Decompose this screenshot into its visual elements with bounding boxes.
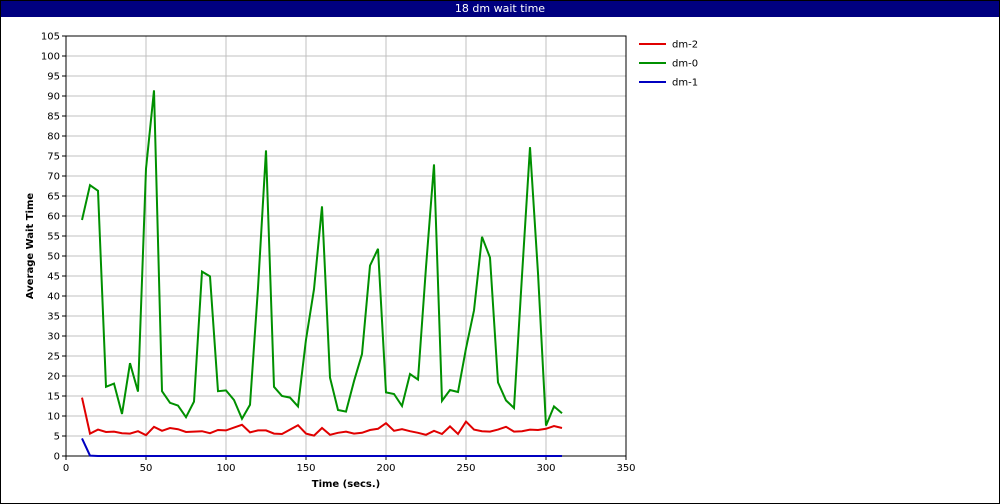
- plot-area: [65, 35, 627, 457]
- series-line-dm-2: [81, 397, 563, 437]
- y-tick-label: 95: [47, 72, 60, 83]
- y-tick-label: 65: [47, 192, 60, 203]
- y-tick-label: 90: [47, 92, 60, 103]
- y-tick-label: 45: [47, 272, 60, 283]
- legend-label-dm-2: dm-2: [672, 40, 698, 51]
- y-tick-label: 40: [47, 292, 60, 303]
- axis-ticks: 0 50 100 150 200 250 300 350 0 5 10 15 20 25 30 35 40 45 5…: [41, 32, 636, 475]
- y-tick-label: 10: [47, 412, 60, 423]
- y-axis-label: Average Wait Time: [25, 193, 36, 300]
- y-tick-label: 85: [47, 112, 60, 123]
- y-tick-label: 30: [47, 332, 60, 343]
- x-axis-label: Time (secs.): [312, 479, 381, 490]
- grid: [65, 35, 627, 457]
- legend-label-dm-1: dm-1: [672, 78, 698, 89]
- y-tick-label: 20: [47, 372, 60, 383]
- y-tick-label: 15: [47, 392, 60, 403]
- y-tick-label: 25: [47, 352, 60, 363]
- x-tick-label: 100: [216, 463, 235, 474]
- chart-title: 18 dm wait time: [1, 1, 999, 17]
- x-tick-label: 200: [376, 463, 395, 474]
- y-tick-label: 55: [47, 232, 60, 243]
- y-tick-label: 105: [41, 32, 60, 43]
- x-tick-label: 150: [296, 463, 315, 474]
- x-tick-label: 250: [456, 463, 475, 474]
- series-lines: [81, 90, 563, 457]
- y-tick-label: 70: [47, 172, 60, 183]
- y-tick-label: 60: [47, 212, 60, 223]
- x-tick-label: 350: [616, 463, 635, 474]
- series-line-dm-1: [81, 437, 562, 457]
- y-tick-label: 75: [47, 152, 60, 163]
- series-line-dm-0: [81, 90, 563, 426]
- y-tick-label: 100: [41, 52, 60, 63]
- x-tick-label: 50: [140, 463, 153, 474]
- y-tick-label: 80: [47, 132, 60, 143]
- y-tick-label: 5: [54, 432, 60, 443]
- legend: dm-2 dm-0 dm-1: [639, 40, 698, 89]
- y-tick-label: 0: [54, 452, 60, 463]
- y-tick-label: 35: [47, 312, 60, 323]
- x-tick-label: 0: [63, 463, 69, 474]
- legend-label-dm-0: dm-0: [672, 59, 698, 70]
- x-tick-label: 300: [536, 463, 555, 474]
- y-tick-label: 50: [47, 252, 60, 263]
